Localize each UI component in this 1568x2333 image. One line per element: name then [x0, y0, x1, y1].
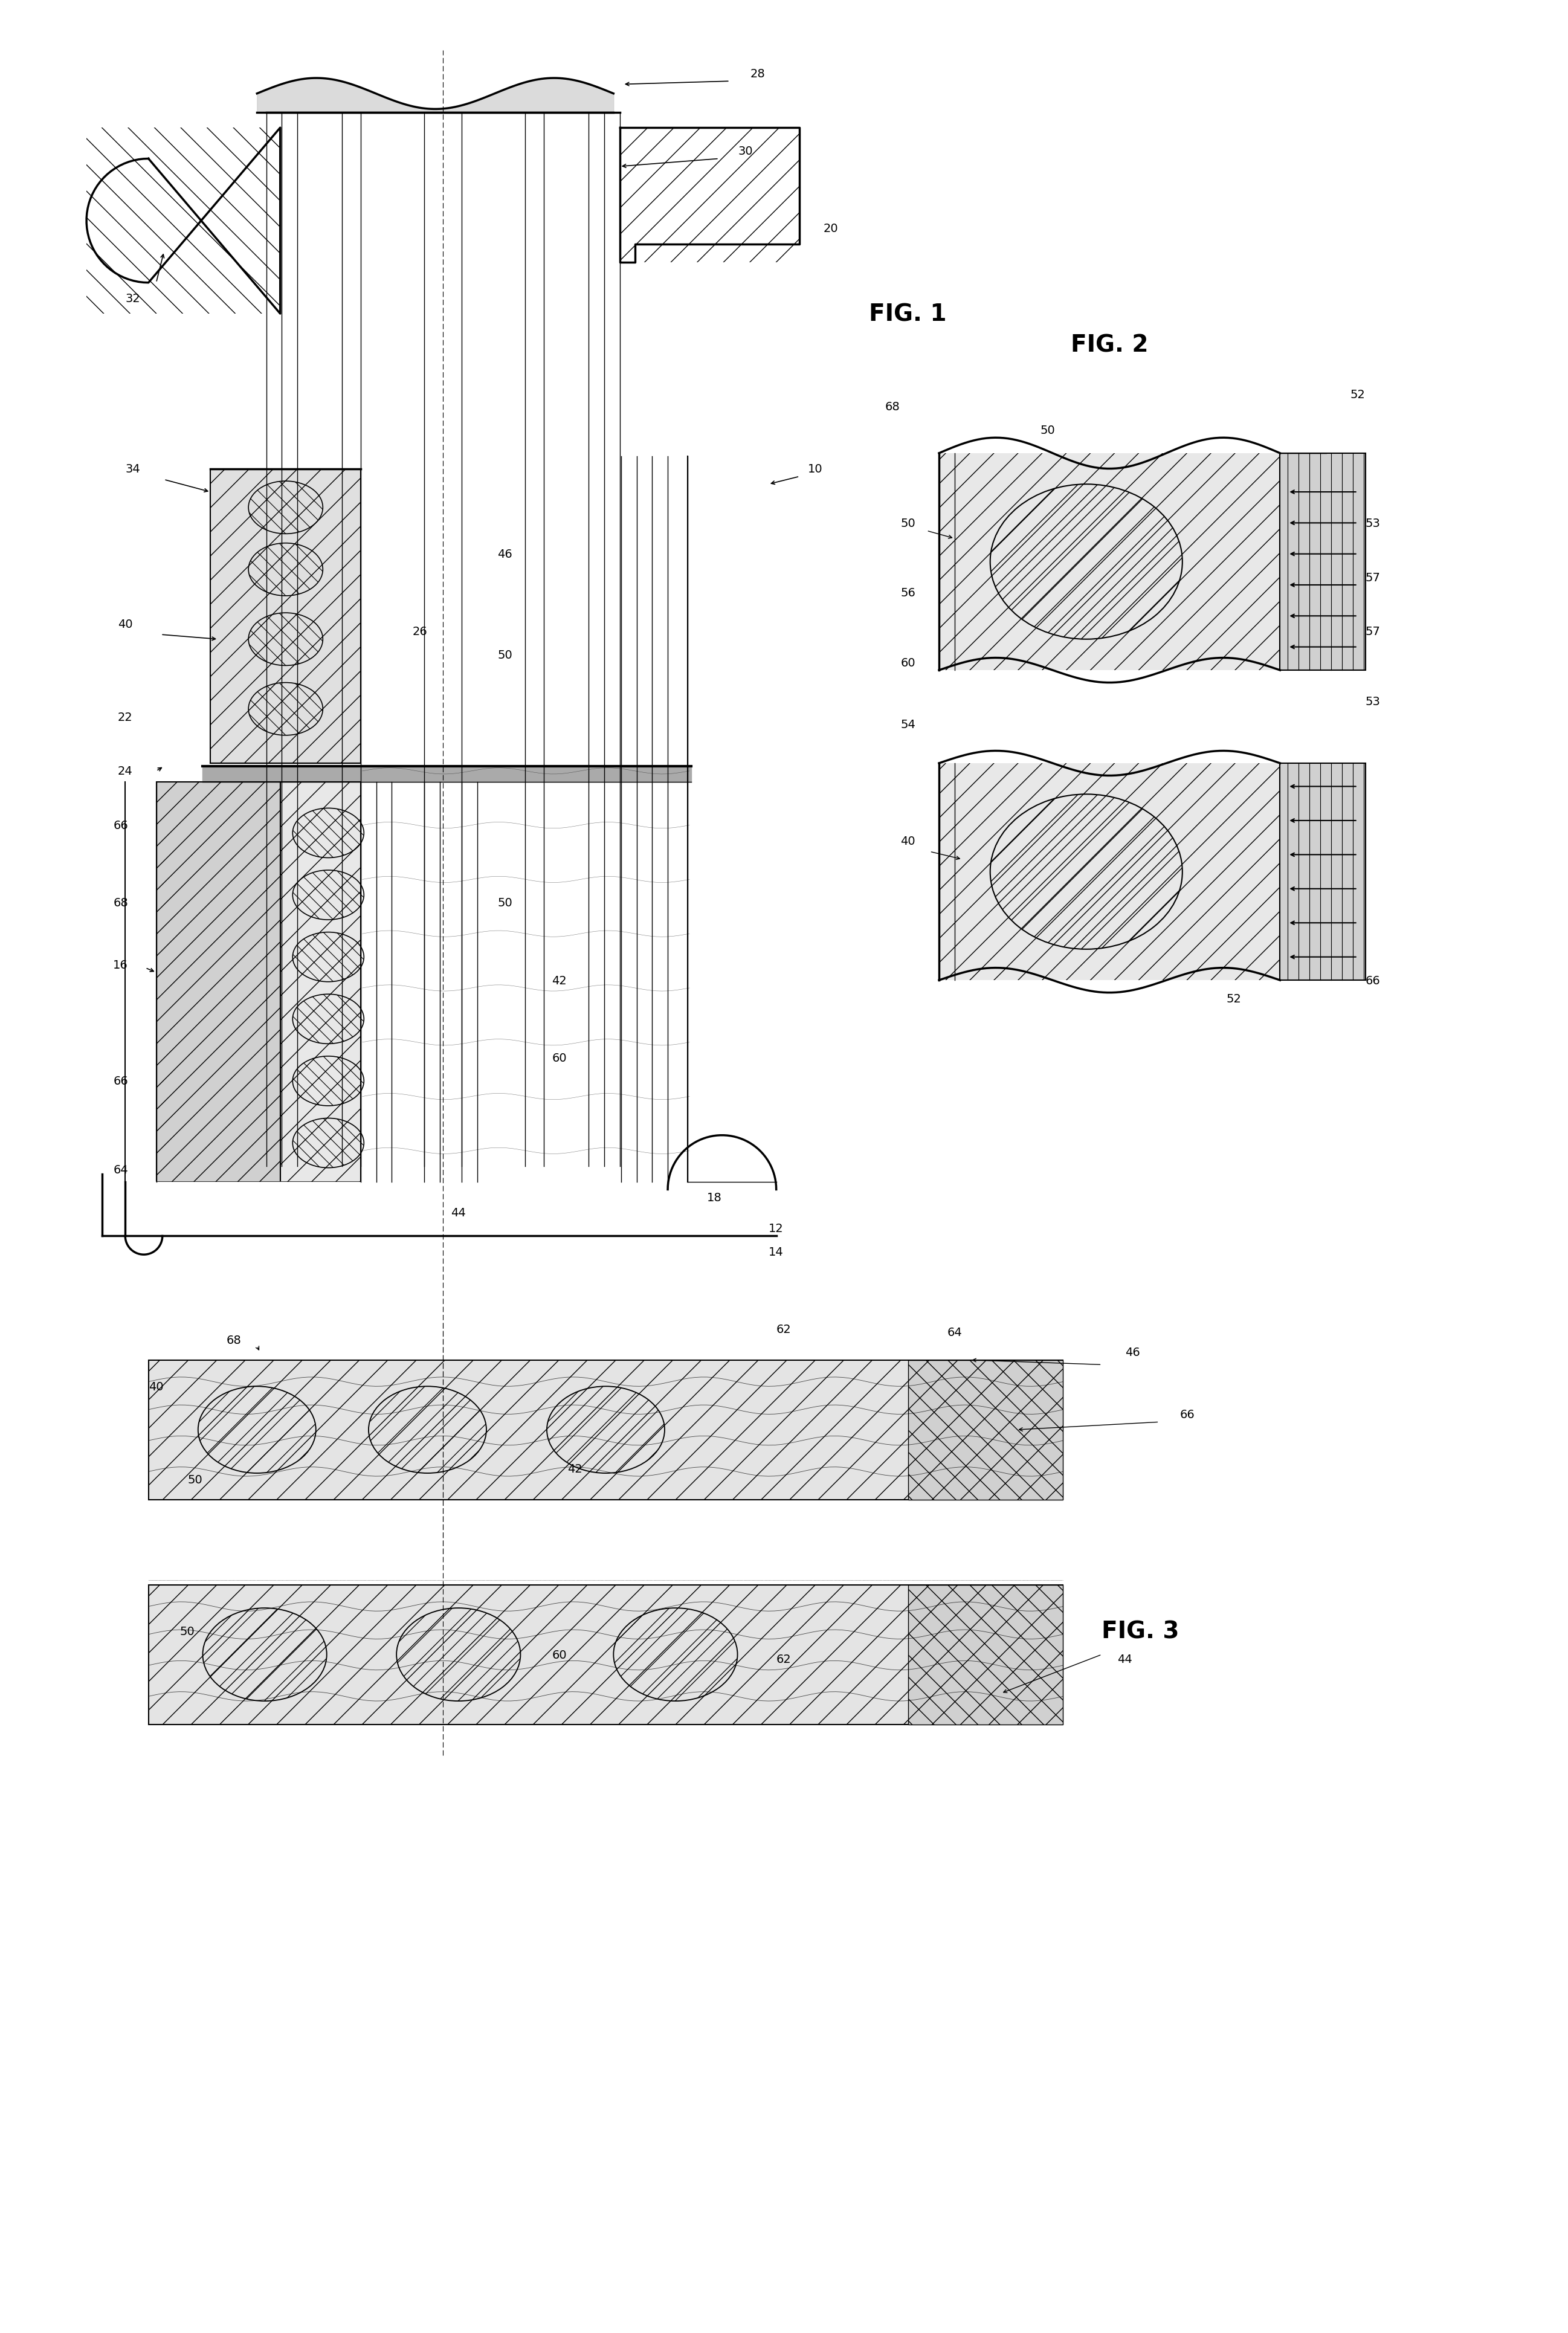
Text: 44: 44	[1118, 1654, 1132, 1666]
Text: FIG. 2: FIG. 2	[1071, 334, 1148, 357]
Text: 64: 64	[947, 1327, 963, 1339]
Text: 66: 66	[113, 819, 129, 831]
Text: 60: 60	[900, 658, 916, 670]
Text: 22: 22	[118, 712, 133, 723]
Ellipse shape	[293, 1118, 364, 1169]
Polygon shape	[202, 768, 691, 782]
Text: 20: 20	[823, 224, 837, 236]
Bar	[939, 763, 1279, 980]
Text: 34: 34	[125, 464, 141, 476]
Ellipse shape	[293, 933, 364, 982]
Text: 54: 54	[900, 719, 916, 730]
Bar	[210, 469, 361, 763]
Bar	[281, 782, 361, 1183]
Bar	[1279, 453, 1366, 670]
Text: 53: 53	[1366, 695, 1380, 707]
Text: 50: 50	[900, 518, 916, 530]
Bar	[149, 1584, 1063, 1724]
Text: 44: 44	[452, 1206, 466, 1218]
Text: 50: 50	[180, 1626, 194, 1638]
Text: 60: 60	[552, 1649, 566, 1661]
Text: 68: 68	[113, 898, 129, 910]
Bar	[908, 1360, 1063, 1500]
Ellipse shape	[989, 796, 1182, 950]
Text: 40: 40	[118, 618, 133, 630]
Bar	[1279, 763, 1366, 980]
Ellipse shape	[293, 810, 364, 859]
Ellipse shape	[293, 870, 364, 919]
Text: 50: 50	[497, 649, 513, 660]
Text: 53: 53	[1366, 518, 1380, 530]
Ellipse shape	[989, 485, 1182, 639]
Text: 50: 50	[1040, 425, 1055, 436]
Text: FIG. 1: FIG. 1	[869, 303, 947, 327]
Text: 26: 26	[412, 625, 426, 637]
Bar	[210, 469, 361, 763]
Ellipse shape	[202, 1607, 326, 1701]
Text: 24: 24	[118, 765, 133, 777]
Text: 64: 64	[113, 1164, 129, 1176]
Text: 66: 66	[1179, 1409, 1195, 1421]
Ellipse shape	[248, 684, 323, 735]
Ellipse shape	[368, 1386, 486, 1474]
Ellipse shape	[293, 994, 364, 1045]
Text: 16: 16	[113, 959, 129, 971]
Bar	[908, 1584, 1063, 1724]
Bar	[149, 1584, 1063, 1724]
Text: 66: 66	[1366, 975, 1380, 987]
Text: 50: 50	[497, 898, 513, 910]
Text: 68: 68	[226, 1334, 241, 1346]
Text: 68: 68	[884, 401, 900, 413]
Bar	[939, 453, 1279, 670]
Text: 62: 62	[776, 1323, 792, 1334]
Text: 52: 52	[1226, 994, 1240, 1006]
Text: 30: 30	[739, 145, 753, 156]
Ellipse shape	[248, 544, 323, 597]
Text: 57: 57	[1366, 572, 1380, 583]
Polygon shape	[619, 128, 800, 264]
Ellipse shape	[293, 1057, 364, 1106]
Bar	[149, 1360, 1063, 1500]
Bar	[908, 1584, 1063, 1724]
Ellipse shape	[248, 481, 323, 534]
Text: 40: 40	[149, 1381, 163, 1393]
Text: 46: 46	[497, 548, 513, 560]
Ellipse shape	[613, 1607, 737, 1701]
Text: 66: 66	[113, 1076, 129, 1087]
Text: 14: 14	[768, 1246, 784, 1257]
Text: 10: 10	[808, 464, 823, 476]
Bar	[281, 782, 361, 1183]
Text: 12: 12	[768, 1222, 784, 1234]
Text: 57: 57	[1366, 625, 1380, 637]
Bar	[157, 782, 281, 1183]
Polygon shape	[110, 1183, 768, 1236]
Bar	[86, 128, 281, 315]
Text: 28: 28	[750, 68, 765, 79]
Text: 18: 18	[707, 1192, 721, 1204]
Text: 62: 62	[776, 1654, 792, 1666]
Bar	[157, 782, 281, 1183]
Text: 60: 60	[552, 1052, 566, 1064]
Ellipse shape	[397, 1607, 521, 1701]
Text: 46: 46	[1126, 1346, 1140, 1358]
Bar	[939, 763, 1279, 980]
Polygon shape	[86, 128, 281, 315]
Text: 40: 40	[900, 835, 916, 847]
Ellipse shape	[198, 1386, 315, 1474]
Text: 56: 56	[900, 588, 916, 600]
Text: 42: 42	[568, 1463, 582, 1474]
Text: FIG. 3: FIG. 3	[1102, 1619, 1179, 1642]
Text: 52: 52	[1350, 390, 1366, 401]
Bar	[619, 128, 800, 264]
Bar	[939, 453, 1279, 670]
Ellipse shape	[248, 614, 323, 665]
Bar	[149, 1360, 1063, 1500]
Text: 42: 42	[552, 975, 566, 987]
Text: 32: 32	[125, 294, 141, 303]
Ellipse shape	[547, 1386, 665, 1474]
Bar	[908, 1360, 1063, 1500]
Text: 50: 50	[188, 1474, 202, 1486]
